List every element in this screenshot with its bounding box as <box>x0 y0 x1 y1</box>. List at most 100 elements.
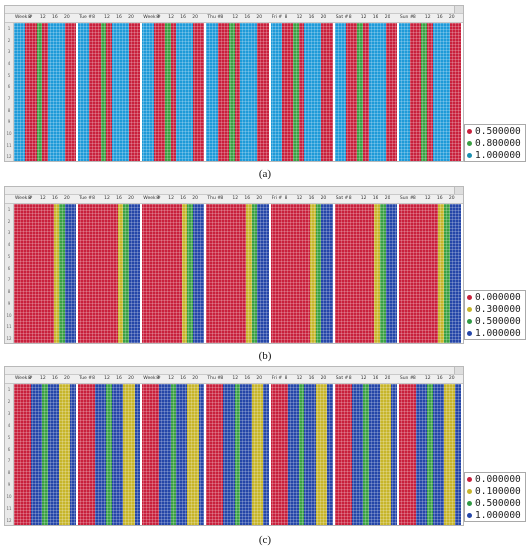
slot-stripe[interactable] <box>89 23 96 161</box>
slot-stripe[interactable] <box>368 23 375 161</box>
slot-stripe[interactable] <box>374 384 381 525</box>
slot-stripe[interactable] <box>357 23 364 161</box>
slot-stripe[interactable] <box>30 23 37 161</box>
slot-stripe[interactable] <box>70 384 77 525</box>
slot-stripe[interactable] <box>449 384 456 525</box>
slot-stripe[interactable] <box>153 23 160 161</box>
slot-stripe[interactable] <box>334 23 341 161</box>
slot-stripe[interactable] <box>36 23 43 161</box>
slot-stripe[interactable] <box>176 384 183 525</box>
slot-stripe[interactable] <box>64 204 71 343</box>
slot-stripe[interactable] <box>123 204 130 343</box>
slot-stripe[interactable] <box>334 384 341 525</box>
slot-stripe[interactable] <box>257 384 264 525</box>
slot-stripe[interactable] <box>187 23 194 161</box>
slot-stripe[interactable] <box>455 23 462 161</box>
slot-stripe[interactable] <box>234 204 241 343</box>
slot-stripe[interactable] <box>106 204 113 343</box>
slot-stripe[interactable] <box>421 204 428 343</box>
slot-stripe[interactable] <box>193 384 200 525</box>
slot-stripe[interactable] <box>379 204 386 343</box>
slot-stripe[interactable] <box>298 384 305 525</box>
slot-stripe[interactable] <box>100 384 107 525</box>
slot-stripe[interactable] <box>134 204 141 343</box>
slot-stripe[interactable] <box>14 204 21 343</box>
slot-stripe[interactable] <box>270 204 277 343</box>
slot-stripe[interactable] <box>245 384 253 525</box>
slot-stripe[interactable] <box>276 23 283 161</box>
slot-stripe[interactable] <box>217 204 224 343</box>
slot-stripe[interactable] <box>427 384 434 525</box>
slot-stripe[interactable] <box>159 204 166 343</box>
slot-stripe[interactable] <box>321 384 328 525</box>
slot-stripe[interactable] <box>83 204 90 343</box>
slot-stripe[interactable] <box>391 384 398 525</box>
slot-stripe[interactable] <box>310 204 317 343</box>
slot-stripe[interactable] <box>404 384 411 525</box>
slot-stripe[interactable] <box>117 204 124 343</box>
slot-stripe[interactable] <box>117 23 124 161</box>
slot-stripe[interactable] <box>229 204 236 343</box>
scroll-corner[interactable] <box>454 6 463 13</box>
slot-stripe[interactable] <box>251 384 258 525</box>
slot-stripe[interactable] <box>70 23 77 161</box>
slot-stripe[interactable] <box>53 23 60 161</box>
slot-stripe[interactable] <box>193 204 200 343</box>
slot-stripe[interactable] <box>438 384 445 525</box>
slot-stripe[interactable] <box>398 384 405 525</box>
slot-stripe[interactable] <box>142 23 149 161</box>
slot-stripe[interactable] <box>293 23 300 161</box>
slot-stripe[interactable] <box>281 204 288 343</box>
slot-stripe[interactable] <box>351 384 358 525</box>
slot-stripe[interactable] <box>112 204 119 343</box>
slot-stripe[interactable] <box>164 23 171 161</box>
slot-stripe[interactable] <box>123 384 130 525</box>
slot-stripe[interactable] <box>19 204 26 343</box>
slot-stripe[interactable] <box>212 23 219 161</box>
slot-stripe[interactable] <box>262 384 269 525</box>
slot-stripe[interactable] <box>351 23 358 161</box>
slot-stripe[interactable] <box>262 23 269 161</box>
slot-stripe[interactable] <box>415 23 422 161</box>
slot-stripe[interactable] <box>42 384 49 525</box>
slot-stripe[interactable] <box>293 384 300 525</box>
slot-stripe[interactable] <box>128 204 136 343</box>
slot-stripe[interactable] <box>187 384 194 525</box>
slot-stripe[interactable] <box>327 23 334 161</box>
slot-stripe[interactable] <box>106 384 113 525</box>
slot-stripe[interactable] <box>404 204 411 343</box>
slot-stripe[interactable] <box>112 384 119 525</box>
slot-stripe[interactable] <box>281 23 288 161</box>
slot-stripe[interactable] <box>298 204 305 343</box>
slot-stripe[interactable] <box>181 23 188 161</box>
slot-stripe[interactable] <box>398 204 405 343</box>
slot-stripe[interactable] <box>30 384 37 525</box>
slot-stripe[interactable] <box>223 384 230 525</box>
slot-stripe[interactable] <box>315 204 322 343</box>
slot-stripe[interactable] <box>257 204 264 343</box>
slot-stripe[interactable] <box>19 23 26 161</box>
slot-stripe[interactable] <box>117 384 124 525</box>
slot-stripe[interactable] <box>346 204 353 343</box>
slot-stripe[interactable] <box>153 204 160 343</box>
slot-stripe[interactable] <box>385 23 392 161</box>
slot-stripe[interactable] <box>123 23 130 161</box>
slot-stripe[interactable] <box>444 204 451 343</box>
slot-stripe[interactable] <box>212 204 219 343</box>
slot-stripe[interactable] <box>270 384 277 525</box>
slot-stripe[interactable] <box>245 23 253 161</box>
slot-stripe[interactable] <box>176 23 183 161</box>
schedule-grid-c[interactable]: Week #8 12 16 20 Tue #8 12 16 20 Week #8 12 16 20 Th… <box>4 366 464 526</box>
slot-stripe[interactable] <box>432 23 439 161</box>
slot-stripe[interactable] <box>362 23 369 161</box>
slot-stripe[interactable] <box>281 384 288 525</box>
slot-stripe[interactable] <box>42 204 49 343</box>
slot-stripe[interactable] <box>36 384 43 525</box>
slot-stripe[interactable] <box>327 384 334 525</box>
slot-stripe[interactable] <box>315 23 322 161</box>
slot-stripe[interactable] <box>240 204 247 343</box>
scroll-corner[interactable] <box>454 367 463 374</box>
slot-stripe[interactable] <box>362 384 369 525</box>
slot-stripe[interactable] <box>432 204 439 343</box>
slot-stripe[interactable] <box>206 204 213 343</box>
